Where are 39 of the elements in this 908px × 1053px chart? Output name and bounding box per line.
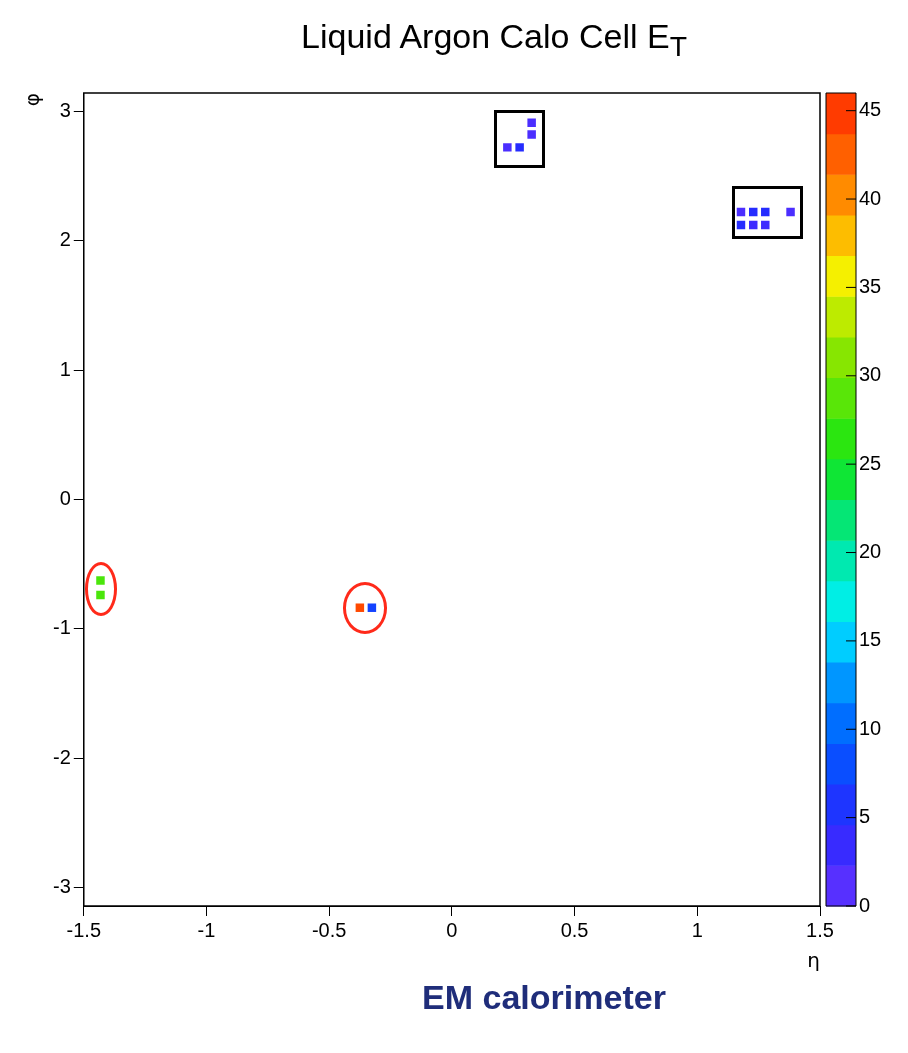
point	[761, 220, 770, 230]
color-bar-label: 25	[859, 451, 882, 474]
x-axis-title: η	[807, 948, 820, 973]
x-tick-label: 1.5	[806, 918, 834, 941]
y-axis-title: φ	[20, 93, 45, 107]
point	[786, 207, 795, 217]
y-tick-label: 1	[59, 357, 71, 380]
y-tick-label: -1	[52, 616, 71, 639]
x-tick-label: -1	[197, 918, 216, 941]
color-bar-label: 35	[859, 274, 882, 297]
color-bar-label: 15	[859, 628, 882, 651]
x-tick-label: -1.5	[66, 918, 102, 941]
y-tick-label: 2	[59, 228, 71, 251]
color-bar-label: 40	[859, 186, 882, 209]
point	[503, 143, 512, 152]
point	[515, 143, 524, 152]
y-tick-label: 0	[59, 487, 71, 510]
chart-title: Liquid Argon Calo Cell E$_{T}$	[300, 16, 688, 64]
x-tick-label: -0.5	[311, 918, 347, 941]
point	[355, 603, 365, 612]
x-tick-label: 0.5	[560, 918, 589, 941]
color-bar-label: 5	[859, 805, 871, 828]
point	[527, 118, 536, 128]
point	[761, 207, 770, 217]
color-bar-label: 30	[859, 363, 882, 386]
color-bar-label: 20	[859, 540, 882, 563]
point	[96, 576, 105, 585]
color-bar-label: 0	[859, 893, 871, 916]
y-tick-label: -2	[52, 745, 71, 768]
x-tick-label: 1	[691, 918, 703, 941]
color-bar-label: 45	[859, 98, 882, 121]
point	[96, 590, 105, 600]
text: EM calorimeter	[421, 978, 667, 1017]
y-tick-label: 3	[59, 98, 71, 121]
color-bar-label: 10	[859, 716, 882, 739]
x-tick-label: 0	[446, 918, 458, 941]
point	[527, 130, 536, 139]
y-tick-label: -3	[52, 875, 71, 898]
point	[367, 603, 377, 612]
